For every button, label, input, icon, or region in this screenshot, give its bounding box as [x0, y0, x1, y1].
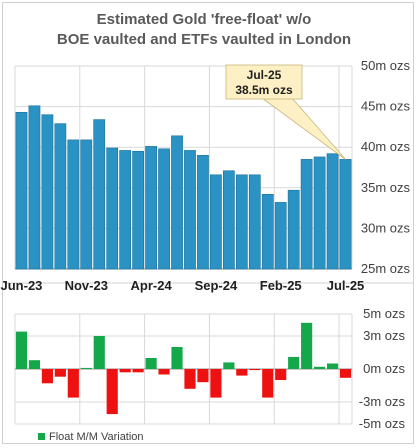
top-bar	[210, 174, 222, 270]
top-bar	[261, 193, 274, 270]
top-bar	[235, 174, 248, 270]
callout-box	[225, 64, 303, 100]
bottom-bar	[106, 369, 118, 415]
bottom-y-tick-label: 0m ozs	[363, 361, 405, 376]
top-x-tick-label: Sep-24	[195, 278, 238, 293]
chart-title-line-2: BOE vaulted and ETFs vaulted in London	[57, 31, 351, 48]
chart-title-line-1: Estimated Gold 'free-float' w/o	[97, 11, 312, 28]
bottom-bar	[249, 369, 261, 371]
top-bar	[54, 123, 67, 270]
top-bar	[300, 159, 313, 270]
top-x-tick-label: Nov-23	[65, 278, 108, 293]
top-bar	[184, 150, 196, 270]
top-bar	[67, 139, 80, 270]
top-bar	[28, 105, 41, 270]
bottom-bar	[262, 369, 274, 398]
bottom-bar	[171, 347, 183, 369]
bottom-bar	[132, 369, 144, 373]
top-y-tick-label: 40m ozs	[361, 139, 411, 154]
top-bar	[274, 202, 287, 270]
top-bar	[171, 135, 183, 270]
top-x-tick-label: Jun-23	[1, 278, 43, 293]
top-bar	[41, 114, 54, 270]
bottom-bar	[210, 369, 222, 398]
bottom-y-ticks: 5m ozs 3m ozs 0m ozs -3m ozs -5m ozs	[359, 306, 406, 431]
top-y-ticks: 50m ozs 45m ozs 40m ozs 35m ozs 30m ozs 25m o…	[361, 58, 411, 276]
bottom-bar	[339, 369, 352, 378]
top-bar	[145, 146, 157, 270]
legend-label: Float M/M Variation	[49, 431, 144, 443]
bottom-bar	[326, 363, 339, 369]
top-bar	[222, 170, 235, 270]
top-x-ticks: Jun-23 Nov-23 Apr-24 Sep-24 Feb-25 Jul-25	[1, 278, 365, 293]
top-x-tick-label: Feb-25	[260, 278, 302, 293]
bottom-bar	[184, 369, 196, 389]
top-bars	[15, 105, 352, 270]
bottom-grid	[14, 313, 353, 425]
bottom-bar	[288, 356, 300, 369]
top-y-tick-label: 30m ozs	[361, 220, 411, 235]
legend-swatch	[38, 433, 45, 440]
bottom-bar	[223, 362, 235, 369]
bottom-y-tick-label: -5m ozs	[359, 416, 406, 431]
top-bar	[119, 150, 132, 270]
top-bar	[326, 153, 339, 270]
callout-date: Jul-25	[247, 68, 282, 82]
bottom-bar	[145, 358, 157, 369]
bottom-bar	[80, 367, 92, 369]
callout-value: 38.5m ozs	[235, 83, 293, 97]
callout: Jul-25 38.5m ozs	[225, 64, 346, 160]
top-bar	[106, 147, 119, 270]
bottom-y-tick-label: -3m ozs	[359, 394, 406, 409]
bottom-bar	[54, 369, 66, 377]
bottom-bar	[236, 369, 248, 376]
bottom-bar	[93, 336, 105, 369]
bottom-bar	[119, 369, 131, 373]
top-bar	[339, 159, 352, 270]
bottom-bar	[15, 331, 28, 369]
bottom-bar	[301, 322, 313, 369]
top-y-tick-label: 25m ozs	[361, 261, 411, 276]
top-x-tick-label: Jul-25	[327, 278, 365, 293]
bottom-y-tick-label: 5m ozs	[363, 306, 405, 321]
top-bar	[313, 156, 326, 270]
top-bar	[287, 189, 300, 270]
top-bar	[80, 139, 93, 270]
top-bar	[248, 174, 261, 270]
top-bar	[158, 148, 170, 270]
top-y-tick-label: 50m ozs	[361, 58, 411, 73]
top-y-tick-label: 35m ozs	[361, 180, 411, 195]
bottom-bar	[314, 366, 326, 369]
bottom-bar	[67, 369, 79, 398]
bottom-bar	[158, 369, 170, 375]
bottom-bar	[197, 369, 209, 383]
top-x-tick-label: Apr-24	[131, 278, 173, 293]
bottom-y-tick-label: 3m ozs	[363, 328, 405, 343]
top-bar	[197, 155, 209, 270]
bottom-bar	[28, 360, 41, 369]
top-bar	[15, 111, 28, 270]
bottom-bars	[15, 322, 352, 415]
bottom-bar	[275, 369, 287, 380]
top-bar	[93, 119, 106, 270]
top-bar	[132, 150, 145, 270]
bottom-bar	[41, 369, 53, 384]
top-y-tick-label: 45m ozs	[361, 99, 411, 114]
